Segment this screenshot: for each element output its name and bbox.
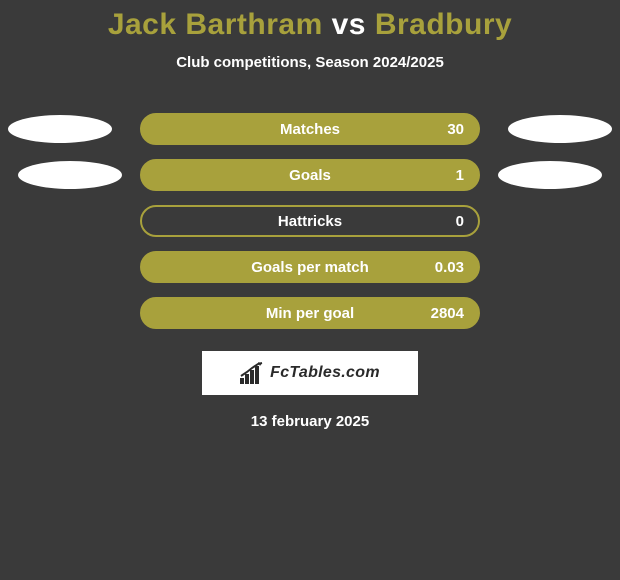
stat-value: 1 — [456, 167, 464, 184]
stat-bar: Hattricks 0 — [140, 205, 480, 237]
side-marker-left — [8, 115, 112, 143]
stat-label: Goals per match — [251, 259, 369, 276]
stats-list: Matches 30 Goals 1 Hattricks 0 Goals per match… — [0, 113, 620, 329]
stat-bar: Goals 1 — [140, 159, 480, 191]
stat-label: Goals — [289, 167, 331, 184]
stat-bar: Goals per match 0.03 — [140, 251, 480, 283]
logo-box: FcTables.com — [202, 351, 418, 395]
side-marker-right — [498, 161, 602, 189]
subtitle: Club competitions, Season 2024/2025 — [0, 54, 620, 71]
date-text: 13 february 2025 — [0, 413, 620, 430]
stat-row: Goals per match 0.03 — [0, 251, 620, 283]
stat-bar: Min per goal 2804 — [140, 297, 480, 329]
comparison-infographic: Jack Barthram vs Bradbury Club competiti… — [0, 0, 620, 430]
stat-value: 0 — [456, 213, 464, 230]
stat-value: 30 — [447, 121, 464, 138]
vs-separator: vs — [332, 8, 366, 41]
player2-name: Bradbury — [375, 8, 512, 41]
logo-text: FcTables.com — [270, 364, 380, 382]
side-marker-right — [508, 115, 612, 143]
stat-row: Goals 1 — [0, 159, 620, 191]
side-marker-left — [18, 161, 122, 189]
stat-label: Min per goal — [266, 305, 354, 322]
stat-row: Hattricks 0 — [0, 205, 620, 237]
fctables-icon — [240, 362, 264, 384]
page-title: Jack Barthram vs Bradbury — [0, 8, 620, 42]
stat-value: 0.03 — [435, 259, 464, 276]
stat-row: Min per goal 2804 — [0, 297, 620, 329]
stat-label: Matches — [280, 121, 340, 138]
stat-row: Matches 30 — [0, 113, 620, 145]
stat-bar: Matches 30 — [140, 113, 480, 145]
stat-label: Hattricks — [278, 213, 342, 230]
stat-value: 2804 — [431, 305, 464, 322]
player1-name: Jack Barthram — [108, 8, 323, 41]
